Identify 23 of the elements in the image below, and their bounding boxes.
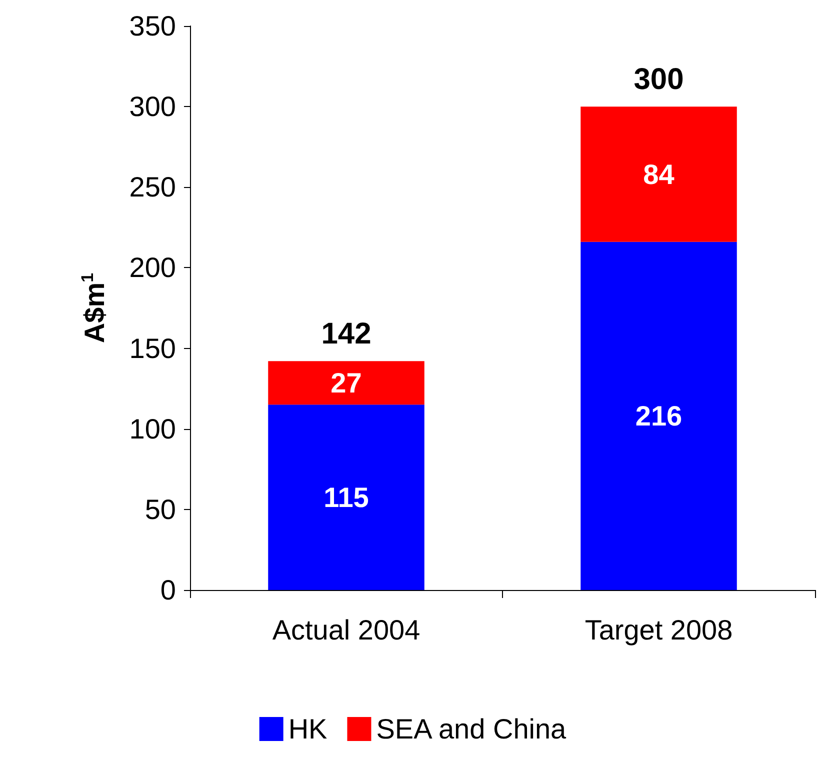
total-label: 300 — [634, 63, 684, 96]
bar — [580, 106, 737, 242]
y-tick-label: 150 — [129, 332, 176, 364]
data-label: 27 — [330, 367, 362, 398]
bar — [268, 361, 424, 405]
y-tick-label: 200 — [129, 252, 176, 284]
data-label: 115 — [324, 482, 369, 513]
y-tick-label: 50 — [144, 494, 176, 525]
y-tick-label: 300 — [129, 91, 176, 122]
bar — [580, 242, 737, 590]
y-tick-label: 100 — [129, 413, 176, 444]
x-tick-label: Actual 2004 — [272, 614, 420, 646]
legend-label: SEA and China — [376, 714, 567, 744]
y-tick-label: 0 — [160, 574, 176, 606]
data-label: 216 — [635, 400, 682, 432]
y-tick-label: 350 — [129, 10, 176, 42]
legend-label: HK — [288, 714, 328, 744]
x-tick-label: Target 2008 — [584, 614, 733, 646]
y-tick-label: 250 — [129, 172, 176, 203]
data-label: 84 — [643, 158, 675, 190]
y-axis-title: A$m1 — [78, 272, 110, 344]
total-label: 142 — [321, 318, 372, 351]
bar — [268, 404, 424, 590]
